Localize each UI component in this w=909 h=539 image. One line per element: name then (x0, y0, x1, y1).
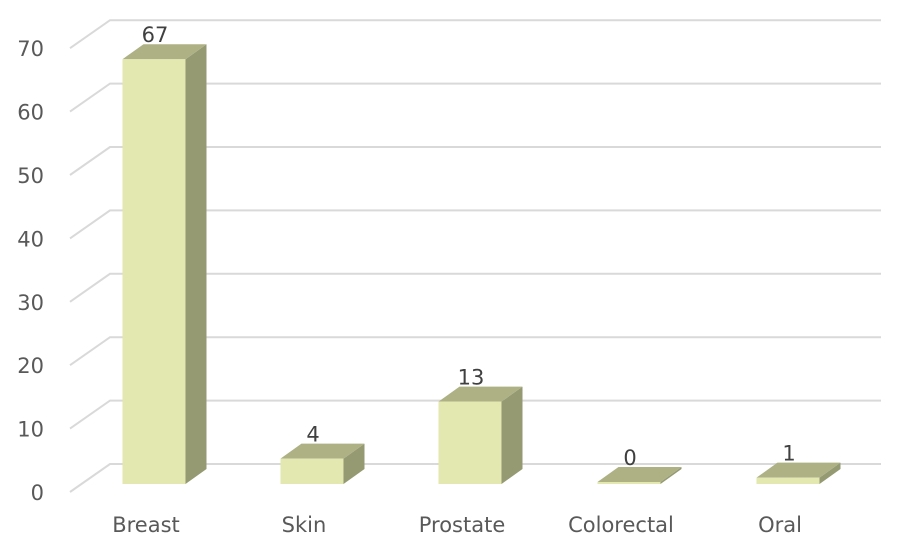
y-tick-label: 50 (17, 164, 44, 188)
data-label: 67 (142, 23, 169, 47)
gridline (69, 209, 881, 240)
bar (122, 44, 207, 484)
x-axis-categories: Breast Skin Prostate Colorectal Oral (112, 513, 802, 537)
bar-side-face (343, 443, 365, 484)
bar-top-face (438, 386, 523, 402)
bar-top-face (280, 443, 365, 459)
bar-side-face (819, 462, 841, 484)
category-label: Prostate (419, 513, 506, 537)
bar (438, 386, 523, 484)
gridline (69, 146, 881, 176)
bar-top-face (122, 44, 207, 60)
data-label: 13 (458, 366, 485, 390)
bar-top-face (756, 462, 841, 478)
y-axis-ticks: 0 10 20 30 40 50 60 70 (17, 37, 44, 505)
gridline (69, 336, 881, 367)
data-label: 4 (306, 423, 319, 447)
category-label: Oral (758, 513, 802, 537)
gridline (69, 82, 881, 113)
y-tick-label: 10 (17, 418, 44, 442)
bar-front-face (597, 482, 661, 484)
gridline (69, 272, 881, 303)
y-tick-label: 70 (17, 37, 44, 61)
y-tick-label: 0 (31, 481, 44, 505)
y-tick-label: 20 (17, 354, 44, 378)
gridlines (69, 19, 881, 493)
bar (280, 443, 365, 484)
category-label: Skin (282, 513, 327, 537)
bars (122, 44, 841, 484)
y-tick-label: 40 (17, 227, 44, 251)
bar-side-face (185, 44, 207, 484)
bar-top-face (597, 467, 682, 482)
bar-front-face (756, 477, 820, 484)
bar-front-face (438, 401, 502, 484)
y-tick-label: 60 (17, 101, 44, 125)
bar-side-face (501, 386, 523, 484)
bar-front-face (280, 458, 344, 484)
data-label: 0 (623, 446, 636, 470)
gridline (69, 19, 881, 50)
category-label: Colorectal (568, 513, 674, 537)
bar-side-face (660, 467, 682, 484)
data-label: 1 (782, 442, 795, 466)
category-label: Breast (112, 513, 180, 537)
bar (597, 467, 682, 484)
gridline (69, 463, 881, 493)
bar (756, 462, 841, 484)
data-labels: 67 4 13 0 1 (142, 23, 796, 470)
bar-front-face (122, 59, 186, 484)
y-tick-label: 30 (17, 291, 44, 315)
gridline (69, 399, 881, 430)
